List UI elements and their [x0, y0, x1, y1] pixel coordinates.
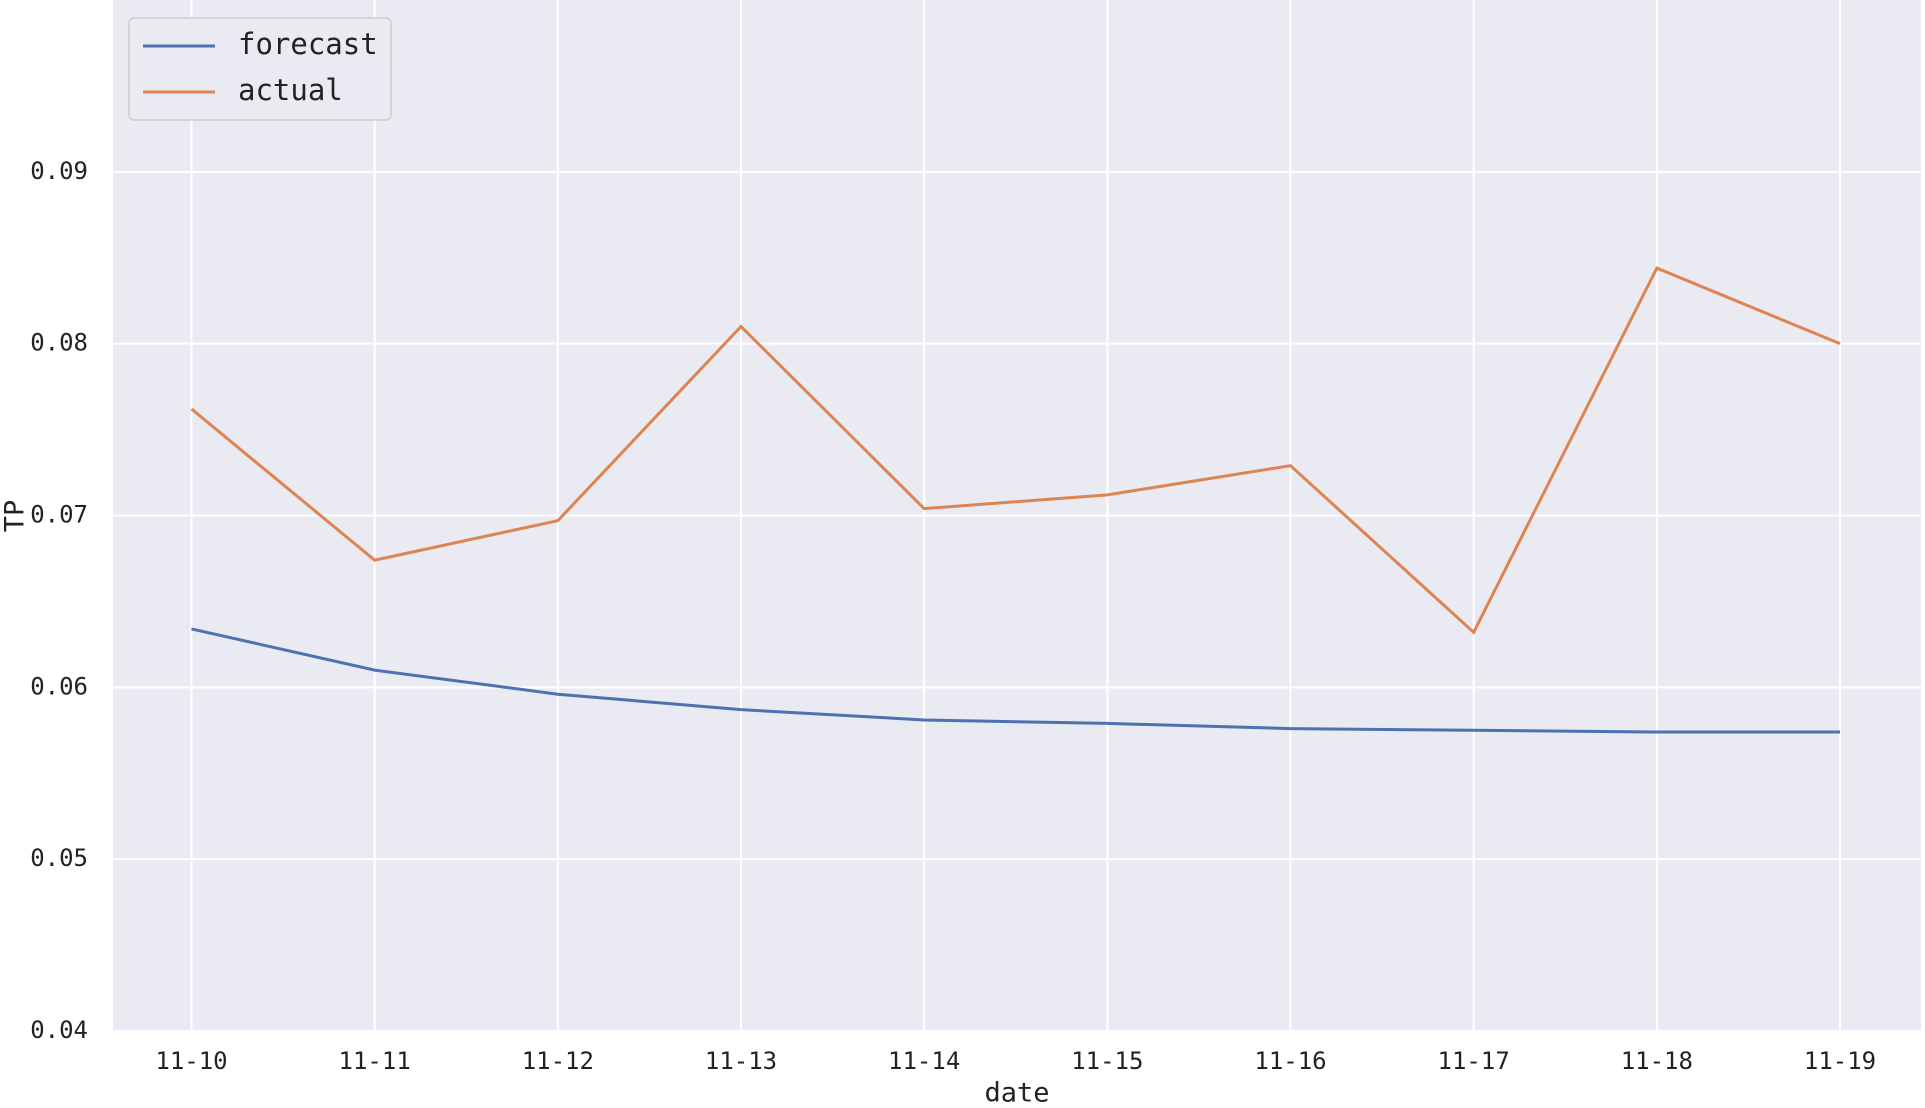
x-tick-label: 11-19: [1804, 1047, 1876, 1075]
legend-label: actual: [238, 73, 343, 107]
x-tick-label: 11-10: [155, 1047, 227, 1075]
series-line: [191, 627, 1840, 734]
x-tick-label: 11-14: [888, 1047, 960, 1075]
x-tick-label: 11-15: [1071, 1047, 1143, 1075]
x-axis-label: date: [984, 1078, 1049, 1108]
y-tick-label: 0.08: [30, 329, 88, 357]
y-tick-label: 0.09: [30, 157, 88, 185]
y-tick-label: 0.06: [30, 672, 88, 700]
x-tick-label: 11-16: [1254, 1047, 1326, 1075]
legend-box: [128, 17, 392, 121]
legend: forecast actual: [128, 17, 392, 121]
x-tick-label: 11-11: [339, 1047, 411, 1075]
y-axis-label: TP: [0, 500, 31, 533]
grid: [113, 0, 1921, 1032]
labels: 0.04 0.05 0.06 0.07 0.08 0.09 11-10 11-11 11-12 1…: [30, 157, 1876, 1075]
x-tick-label: 11-12: [522, 1047, 594, 1075]
y-tick-label: 0.04: [30, 1016, 88, 1044]
y-tick-label: 0.07: [30, 501, 88, 529]
legend-label: forecast: [238, 27, 378, 61]
series-line: [190, 266, 1841, 635]
x-tick-label: 11-17: [1438, 1047, 1510, 1075]
lines: [190, 266, 1841, 734]
x-tick-label: 11-13: [705, 1047, 777, 1075]
y-tick-label: 0.05: [30, 844, 88, 872]
x-tick-label: 11-18: [1621, 1047, 1693, 1075]
